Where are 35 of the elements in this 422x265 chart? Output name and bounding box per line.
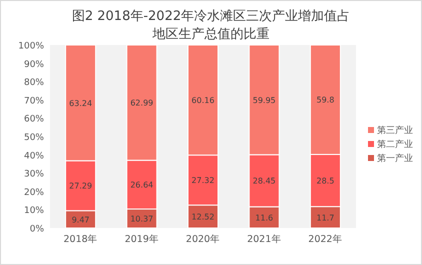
data-label: 11.7 [316, 213, 334, 222]
data-label: 28.5 [316, 176, 334, 186]
data-label: 27.32 [192, 176, 214, 186]
y-tick-label: 60% [24, 114, 44, 125]
data-label: 59.95 [252, 96, 276, 105]
data-label: 60.16 [192, 96, 214, 106]
legend-label: 第一产业 [377, 153, 413, 164]
y-tick-label: 40% [24, 151, 44, 162]
legend-label: 第三产业 [377, 125, 413, 136]
x-tick-label: 2022年 [308, 233, 342, 245]
y-tick-label: 80% [24, 78, 44, 88]
x-tick-label: 2020年 [186, 233, 220, 245]
data-label: 9.47 [72, 215, 90, 224]
y-tick-label: 10% [24, 206, 44, 216]
y-tick-label: 90% [24, 60, 44, 70]
data-label: 27.29 [69, 182, 92, 191]
y-tick-label: 100% [18, 42, 44, 52]
data-label: 28.45 [252, 176, 276, 186]
legend-label: 第二产业 [377, 139, 413, 150]
data-label: 59.8 [316, 96, 334, 105]
y-tick-label: 30% [24, 170, 44, 180]
x-tick-label: 2021年 [247, 233, 282, 245]
data-label: 62.99 [130, 98, 154, 108]
x-tick-label: 2019年 [124, 233, 159, 245]
data-label: 26.64 [130, 180, 154, 190]
y-tick-label: 0% [30, 224, 44, 234]
data-label: 12.52 [192, 212, 214, 222]
x-tick-label: 2018年 [64, 233, 98, 245]
chart-title: 图2 2018年-2022年冷水滩区三次产业增加值占地区生产总值的比重 [72, 9, 350, 42]
y-tick-label: 50% [24, 133, 44, 143]
data-label: 63.24 [69, 98, 92, 108]
y-tick-label: 20% [24, 188, 44, 198]
data-label: 11.6 [255, 213, 274, 222]
data-label: 10.37 [130, 214, 154, 224]
y-tick-label: 70% [24, 96, 44, 106]
